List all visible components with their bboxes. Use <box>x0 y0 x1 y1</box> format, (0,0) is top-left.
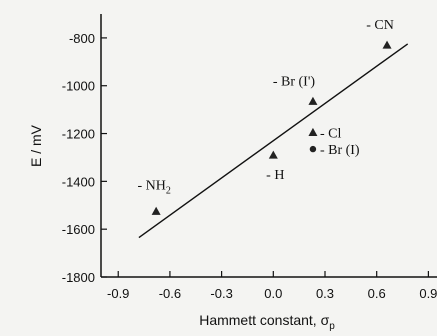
point-label-main: - Cl <box>320 126 342 141</box>
data-point-triangle <box>382 40 392 49</box>
x-tick-label: 0.0 <box>264 286 282 301</box>
point-label-main: - CN <box>366 18 394 33</box>
ticks-layer: -800 -1000 -1200 -1400 -1600 -1800 -0.9 -0.6 -0.… <box>62 31 437 301</box>
point-label: - Br (I) <box>320 143 360 158</box>
y-tick-label: -1400 <box>62 174 95 189</box>
x-tick-label: 0.3 <box>316 286 334 301</box>
point-label-main: - H <box>266 168 284 183</box>
data-point-triangle <box>268 150 278 159</box>
point-label-subscript: 2 <box>166 185 171 196</box>
point-label: - Cl <box>320 126 342 141</box>
x-tick-label: 0.6 <box>368 286 386 301</box>
fit-line-layer <box>138 43 409 239</box>
x-tick-label: -0.3 <box>210 286 232 301</box>
y-tick-label: -1200 <box>62 127 95 142</box>
point-label: - CN <box>366 18 394 33</box>
x-tick-label: -0.9 <box>107 286 129 301</box>
point-label: - H <box>266 168 284 183</box>
y-tick-label: -800 <box>69 31 95 46</box>
points-layer <box>151 40 392 215</box>
point-label-main: - Br (I) <box>320 143 360 158</box>
axes-layer <box>100 14 437 278</box>
data-point-triangle <box>151 206 161 215</box>
x-axis-title-main: Hammett constant, σ <box>199 312 329 328</box>
x-tick-label: -0.6 <box>159 286 181 301</box>
y-tick-label: -1000 <box>62 79 95 94</box>
point-label: - Br (I') <box>273 74 316 89</box>
fit-line <box>138 43 409 239</box>
point-label: - NH2 <box>137 178 170 196</box>
point-label-main: - Br (I') <box>273 74 316 89</box>
point-labels-layer: - NH2 - H - Cl - Br (I) - Br (I') - CN <box>137 18 393 196</box>
x-tick-label: 0.9 <box>419 286 437 301</box>
y-tick-label: -1800 <box>62 270 95 285</box>
x-axis-title-subscript: p <box>329 321 335 331</box>
y-axis-title: E / mV <box>28 124 44 167</box>
data-point-triangle <box>308 96 318 105</box>
y-tick-label: -1600 <box>62 222 95 237</box>
point-label-main: - NH <box>137 178 165 193</box>
x-axis-title: Hammett constant, σp <box>199 312 335 331</box>
data-point-triangle <box>308 127 318 136</box>
data-point-circle <box>309 145 317 153</box>
